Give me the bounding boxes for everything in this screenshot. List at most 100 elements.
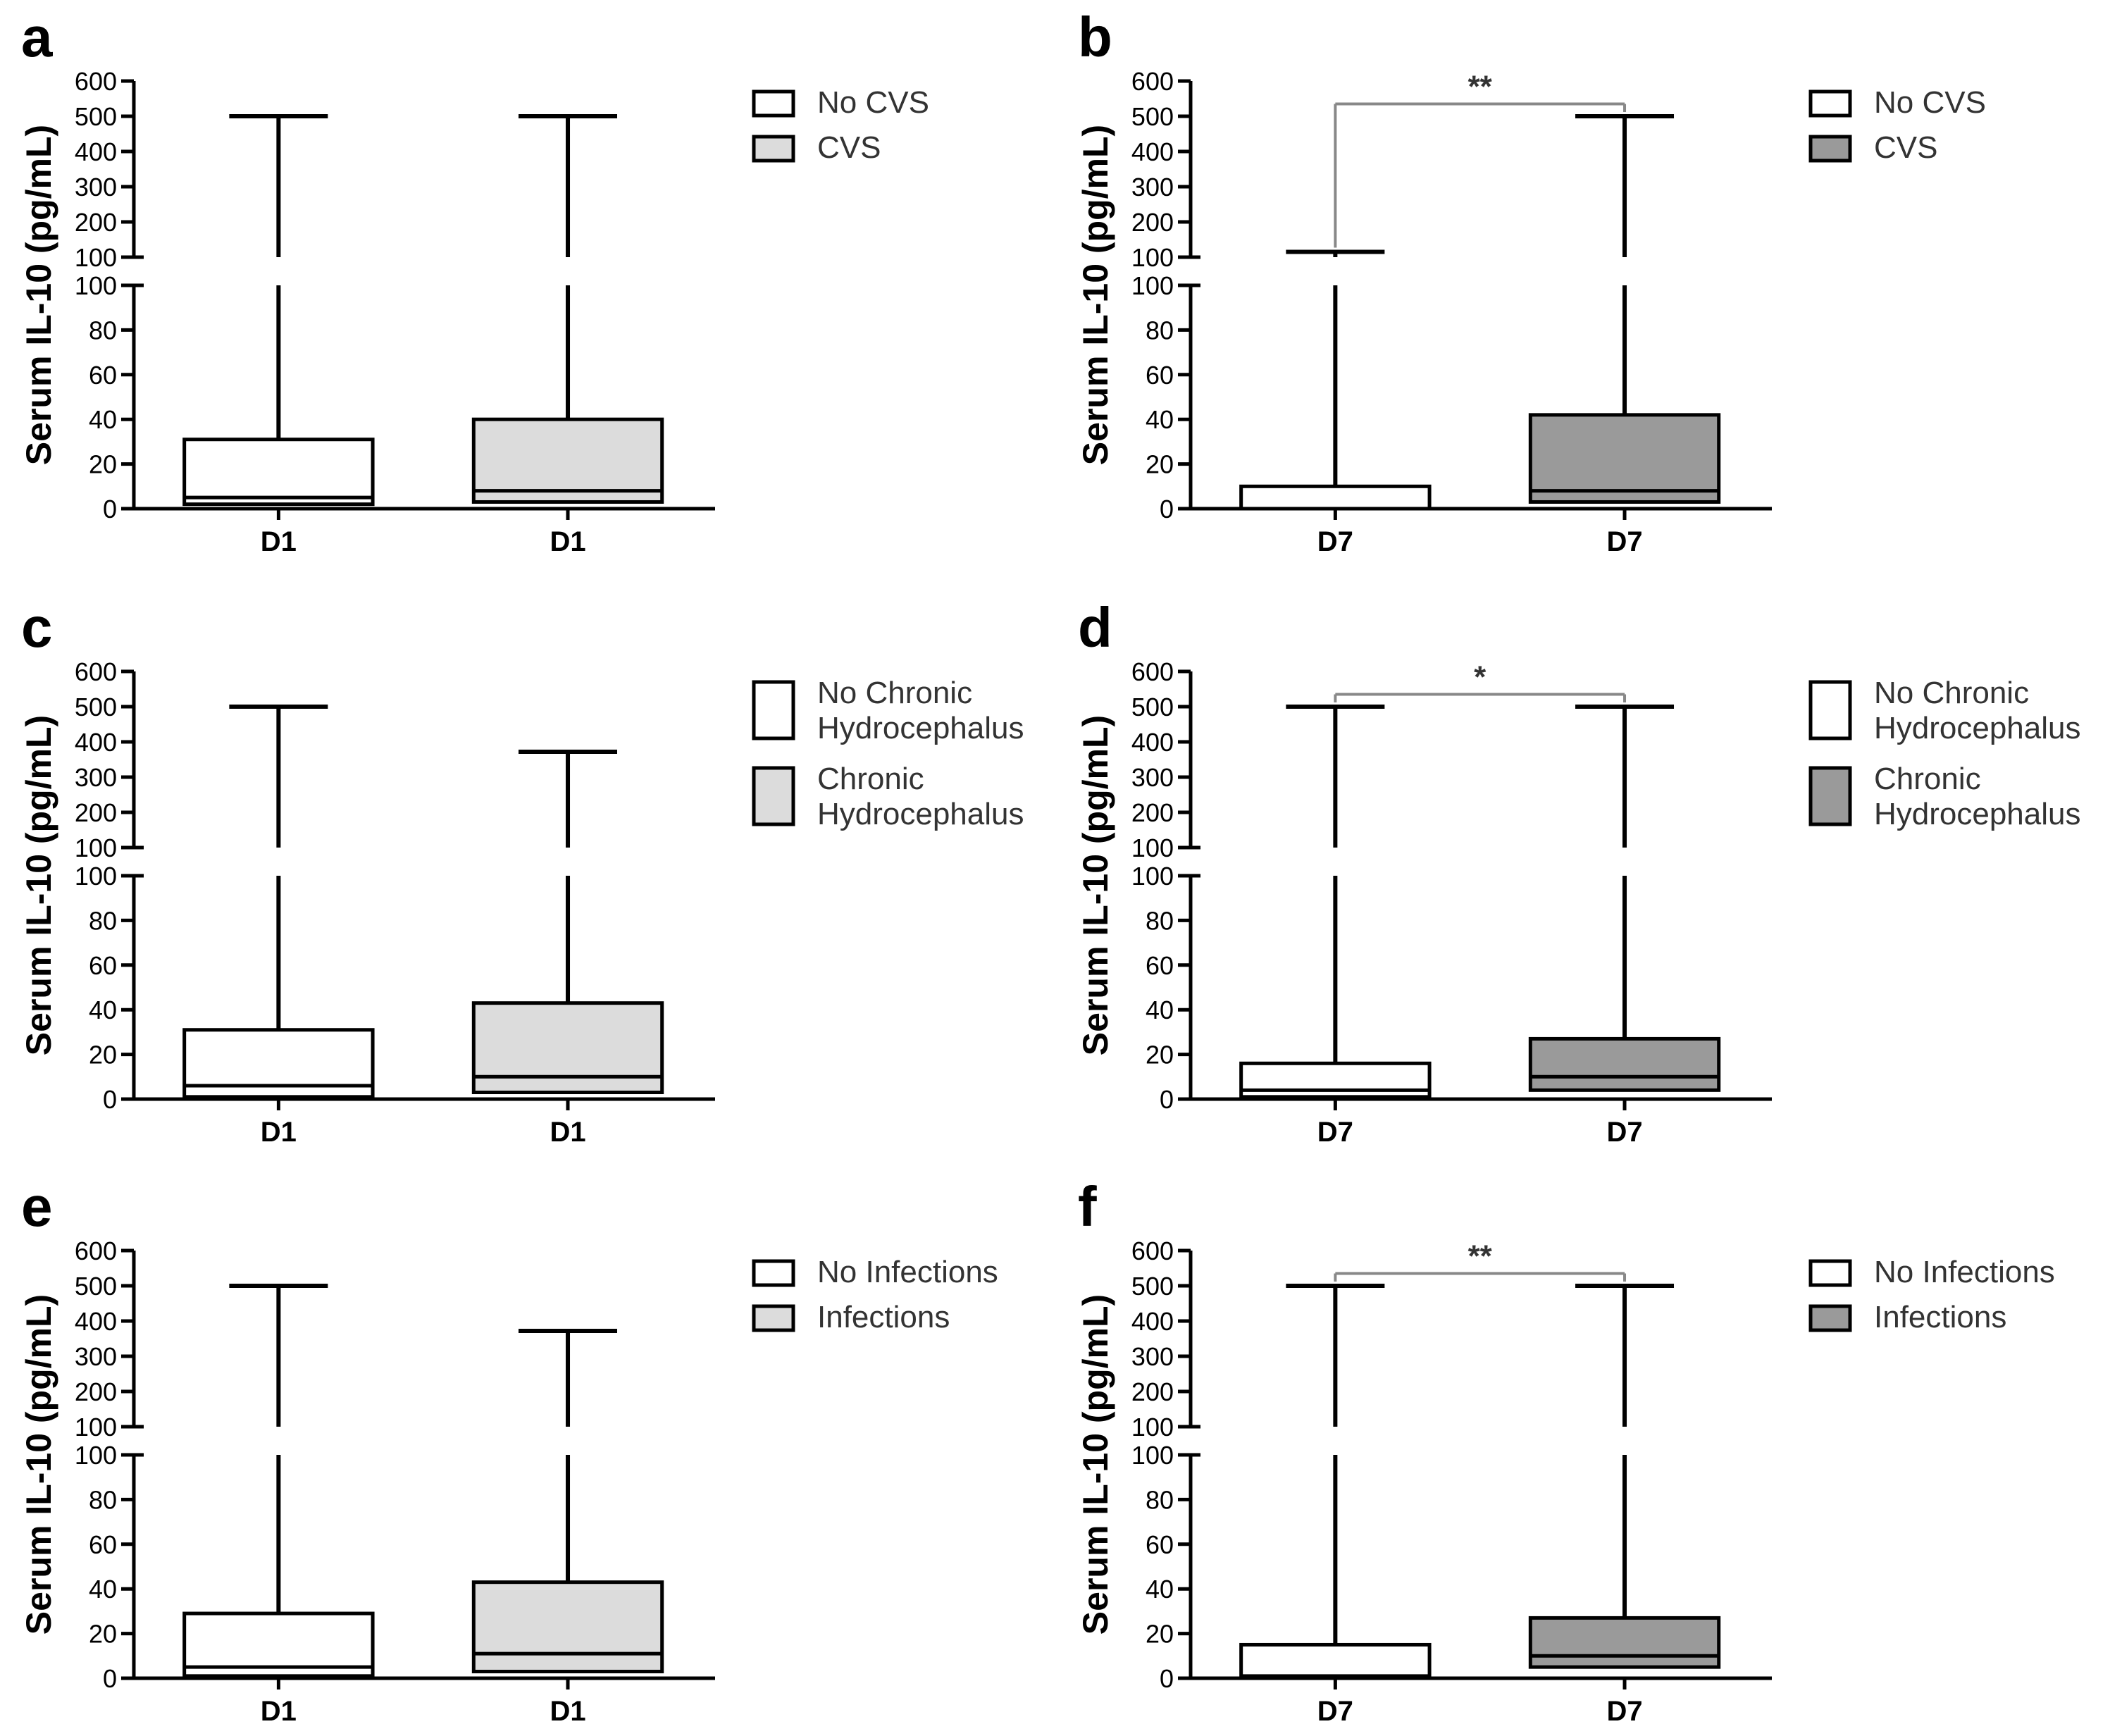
legend-label: Chronic	[1874, 762, 1981, 796]
y-tick-label: 300	[75, 173, 117, 202]
legend-label: No CVS	[1874, 85, 1986, 120]
panel-letter: f	[1078, 1175, 1097, 1238]
y-tick-label: 0	[103, 1085, 117, 1114]
x-tick-label: D1	[550, 526, 585, 557]
y-tick-label: 60	[89, 361, 117, 390]
y-tick-label: 400	[1131, 1307, 1174, 1336]
y-tick-label: 400	[1131, 728, 1174, 757]
panel-f: f Serum IL-10 (pg/mL) 200 300 400 500 600 0 20 40…	[1076, 1175, 2055, 1727]
y-tick-label: 300	[1131, 173, 1174, 202]
box-body	[1239, 484, 1432, 511]
x-tick-label: D7	[1317, 1117, 1353, 1148]
y-tick-label: 100	[75, 271, 117, 300]
y-tick-label: 80	[1146, 316, 1174, 345]
y-tick-label: 600	[1131, 67, 1174, 96]
legend: No CVS CVS	[1808, 85, 1986, 165]
y-tick-label: 40	[89, 996, 117, 1024]
y-axis-title: Serum IL-10 (pg/mL)	[1076, 125, 1115, 465]
y-tick-label: 400	[75, 1307, 117, 1336]
x-tick-label: D1	[550, 1117, 585, 1148]
box-2	[471, 114, 664, 504]
y-tick-label: 400	[1131, 137, 1174, 166]
y-tick-label: 600	[1131, 657, 1174, 686]
y-tick-label: 20	[1146, 1620, 1174, 1649]
y-tick-label: 200	[1131, 1377, 1174, 1406]
y-tick-label: 0	[103, 495, 117, 523]
y-tick-label: 200	[1131, 208, 1174, 237]
y-tick-label: 40	[89, 405, 117, 434]
panel-letter: d	[1078, 596, 1112, 659]
legend-swatch	[1808, 135, 1852, 163]
y-tick-label: 600	[75, 657, 117, 686]
y-tick-label: 500	[75, 693, 117, 721]
panel-c: c Serum IL-10 (pg/mL) 200 300 400 500 600 0 20 40…	[19, 596, 1024, 1148]
y-tick-label: 500	[1131, 693, 1174, 721]
y-tick-label: 20	[1146, 1041, 1174, 1070]
y-tick-label: 80	[1146, 906, 1174, 935]
y-axis-title: Serum IL-10 (pg/mL)	[1076, 715, 1115, 1055]
y-tick-label: 100	[75, 1413, 117, 1442]
box-1	[182, 1284, 375, 1678]
y-tick-label: 80	[89, 316, 117, 345]
legend-label: CVS	[1874, 130, 1937, 165]
significance-bracket: **	[1334, 1239, 1627, 1282]
y-tick-label: 60	[89, 951, 117, 980]
box-2	[471, 1329, 664, 1673]
box-1	[1239, 705, 1432, 1099]
y-tick-label: 100	[1131, 243, 1174, 272]
legend-swatch	[752, 766, 795, 826]
legend-swatch	[752, 680, 795, 740]
y-tick-label: 500	[1131, 102, 1174, 131]
box-2	[1528, 114, 1721, 504]
x-tick-label: D1	[550, 1696, 585, 1727]
box-body	[471, 1001, 664, 1094]
y-tick-label: 40	[1146, 1575, 1174, 1604]
significance-label: *	[1474, 660, 1487, 695]
x-tick-label: D1	[261, 1117, 297, 1148]
significance-label: **	[1468, 70, 1493, 104]
box-1	[182, 705, 375, 1099]
significance-bracket: **	[1334, 70, 1627, 248]
y-tick-label: 200	[75, 1377, 117, 1406]
y-tick-label: 20	[1146, 450, 1174, 479]
legend-label: Infections	[817, 1300, 950, 1334]
y-tick-label: 100	[75, 243, 117, 272]
legend-label: Hydrocephalus	[1874, 797, 2081, 831]
y-tick-label: 500	[75, 1272, 117, 1301]
y-tick-label: 60	[1146, 951, 1174, 980]
x-tick-label: D7	[1317, 526, 1353, 557]
y-tick-label: 20	[89, 1620, 117, 1649]
legend-swatch	[1808, 1259, 1852, 1287]
panel-a: a Serum IL-10 (pg/mL) 200 300 400 500 600 0 20 40…	[19, 6, 929, 557]
x-tick-label: D7	[1317, 1696, 1353, 1727]
box-body	[1528, 413, 1721, 504]
box-1	[182, 114, 375, 507]
y-tick-label: 200	[75, 798, 117, 827]
significance-bracket: *	[1334, 660, 1627, 702]
legend-label: No Infections	[1874, 1255, 2055, 1289]
x-tick-label: D1	[261, 1696, 297, 1727]
x-tick-label: D7	[1606, 526, 1642, 557]
y-tick-label: 0	[1160, 1085, 1174, 1114]
y-axis-title: Serum IL-10 (pg/mL)	[19, 125, 58, 465]
x-tick-label: D7	[1606, 1117, 1642, 1148]
box-body	[1528, 1036, 1721, 1092]
y-tick-label: 100	[1131, 1413, 1174, 1442]
y-tick-label: 100	[75, 1441, 117, 1470]
box-2	[1528, 705, 1721, 1092]
legend-swatch	[752, 89, 795, 118]
legend-label: No Infections	[817, 1255, 998, 1289]
legend: No Infections Infections	[752, 1255, 998, 1334]
y-tick-label: 600	[75, 67, 117, 96]
legend-label: No Chronic	[1874, 676, 2029, 710]
y-tick-label: 80	[1146, 1485, 1174, 1514]
y-tick-label: 300	[75, 763, 117, 792]
y-tick-label: 40	[1146, 405, 1174, 434]
y-tick-label: 0	[1160, 495, 1174, 523]
legend-label: No Chronic	[817, 676, 972, 710]
panel-letter: b	[1078, 6, 1112, 68]
legend-swatch	[752, 135, 795, 163]
legend-label: No CVS	[817, 85, 929, 120]
panel-e: e Serum IL-10 (pg/mL) 200 300 400 500 600 0 20 40…	[19, 1175, 998, 1727]
